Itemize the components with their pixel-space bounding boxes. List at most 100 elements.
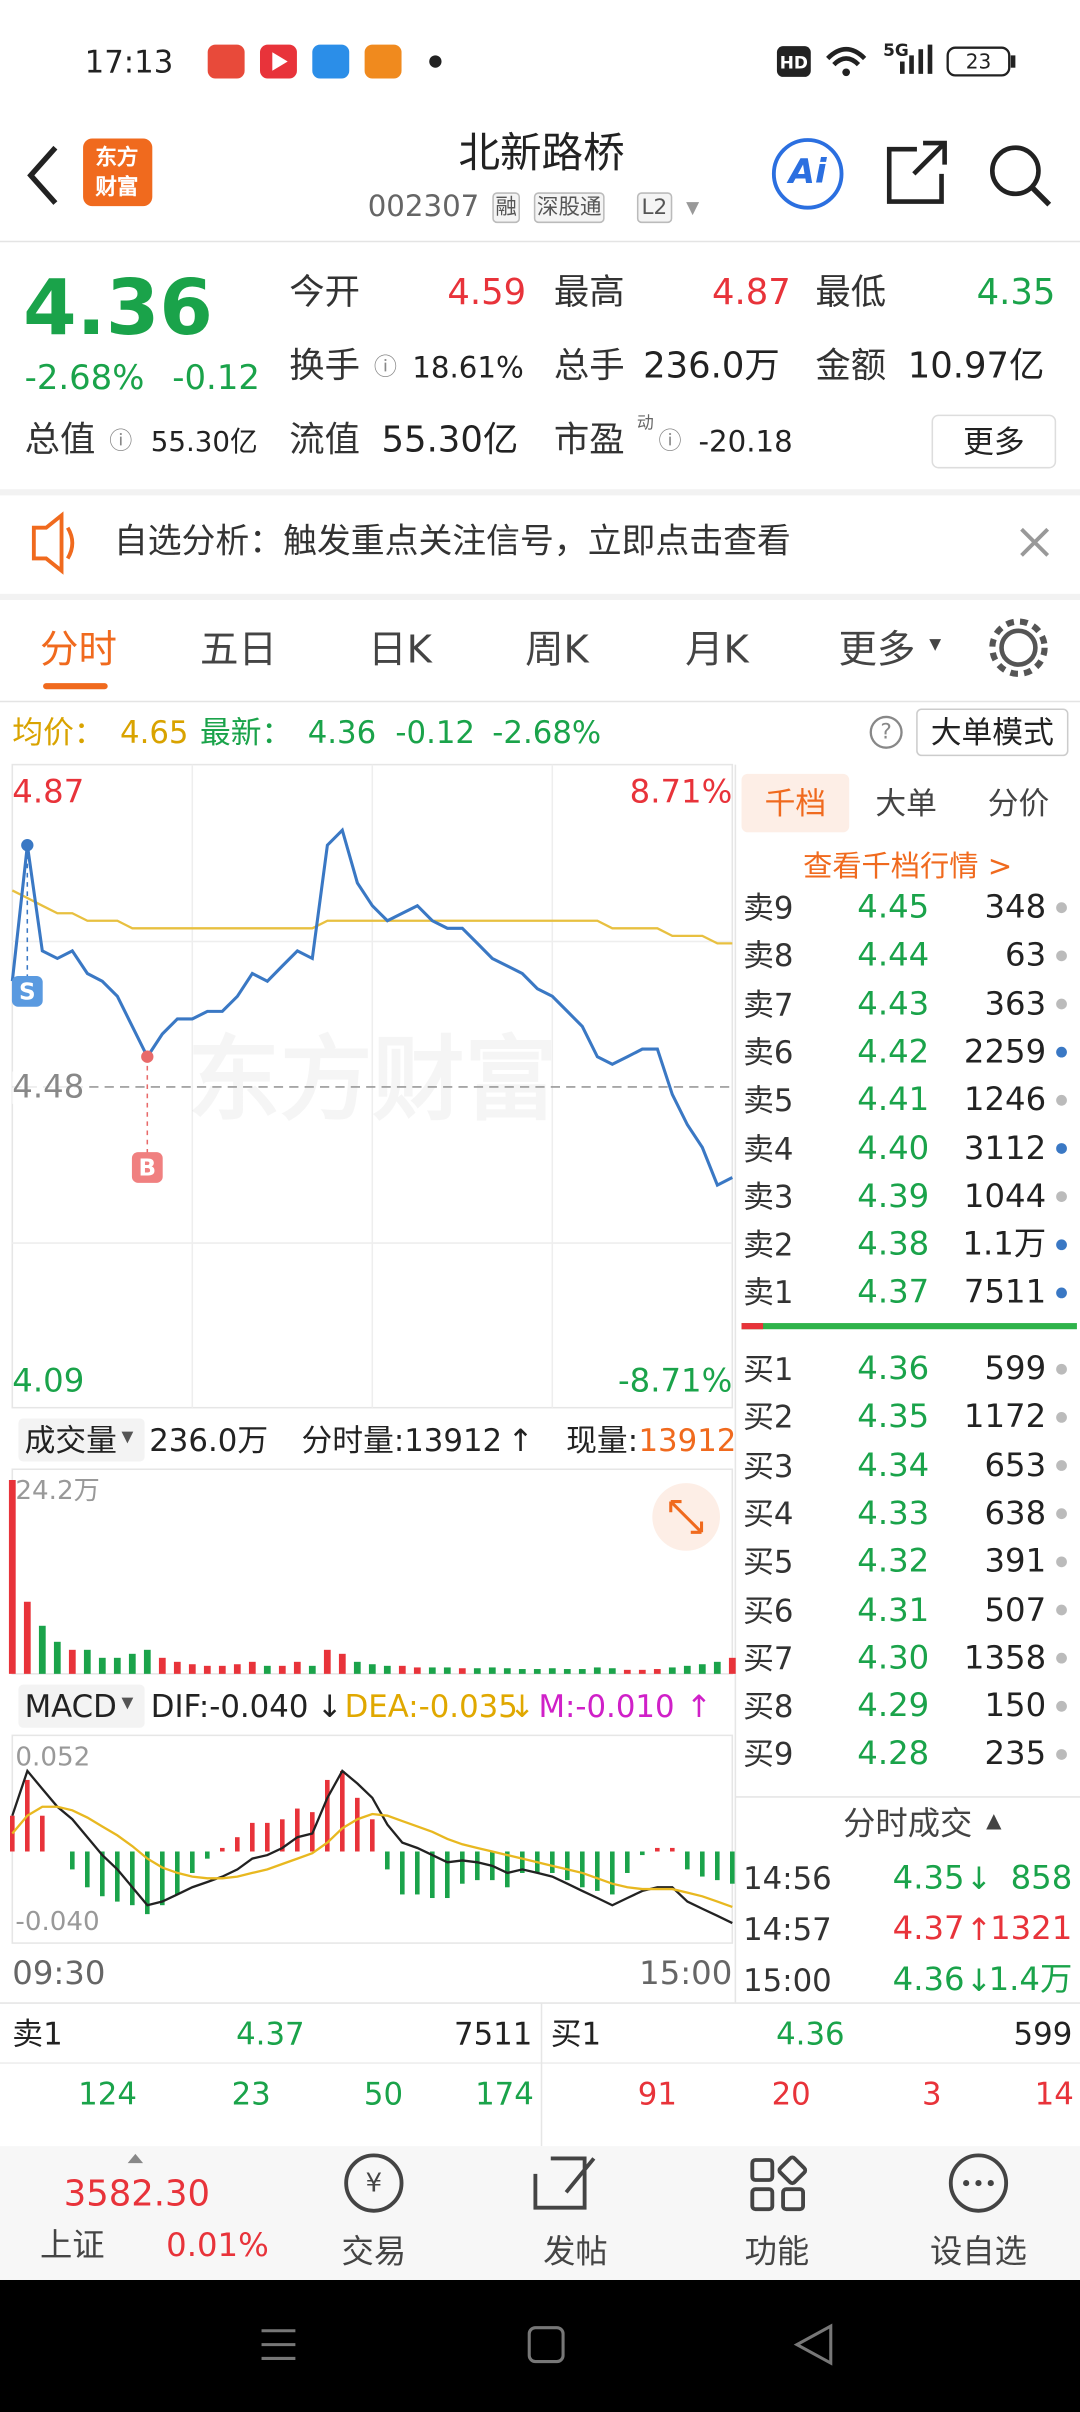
active-tab <box>741 773 850 833</box>
field-value: 4.35 <box>976 273 1056 314</box>
book-level: 买2 <box>743 1398 794 1436</box>
book-level: 卖3 <box>743 1178 794 1216</box>
volume-bar <box>593 1667 601 1674</box>
field-value: 55.30亿 <box>381 420 519 461</box>
volume-bar <box>578 1669 586 1674</box>
field-value: 18.61% <box>412 351 524 386</box>
menu-key[interactable] <box>261 2329 296 2360</box>
tab[interactable]: 日K <box>368 626 432 672</box>
status-dot <box>429 55 442 68</box>
function-icon[interactable] <box>750 2158 775 2182</box>
trade-dir: ↓ <box>966 1961 992 1999</box>
wifi-icon <box>842 68 850 77</box>
time-label: 09:30 <box>12 1954 106 1992</box>
post-icon[interactable] <box>533 2156 596 2210</box>
search-icon[interactable] <box>989 145 1041 197</box>
bid-volume: 599 <box>1013 2015 1073 2053</box>
trades-title: 分时成交 <box>843 1805 973 1843</box>
volume-bar <box>428 1667 436 1674</box>
watch-icon[interactable] <box>948 2153 1009 2213</box>
ask-label: 卖1 <box>12 2015 63 2053</box>
mode-button[interactable] <box>916 708 1069 757</box>
field-value: 10.97亿 <box>907 346 1045 387</box>
help-icon[interactable] <box>869 715 903 749</box>
book-price: 4.34 <box>857 1446 930 1484</box>
macd-bar <box>579 1851 585 1888</box>
more-button[interactable] <box>931 414 1057 469</box>
tab[interactable]: 月K <box>685 626 749 672</box>
back-icon[interactable] <box>27 145 58 205</box>
info-icon[interactable]: ⓘ <box>109 426 133 455</box>
watch-icon <box>987 2179 994 2187</box>
nav-item[interactable]: 功能 <box>744 2233 810 2270</box>
volume-bar <box>188 1664 196 1674</box>
tab[interactable]: 五日 <box>199 626 277 672</box>
book-level: 卖6 <box>743 1033 794 1071</box>
tab[interactable]: 分时 <box>39 626 117 672</box>
tab[interactable]: 周K <box>525 626 589 672</box>
back-key[interactable] <box>793 2323 833 2366</box>
arrow-icon: ↑ <box>686 1687 712 1725</box>
book-dot <box>1056 1604 1067 1616</box>
volume-bar <box>653 1669 661 1674</box>
volume-bar <box>698 1664 706 1674</box>
macd-bar <box>639 1851 645 1856</box>
book-tab[interactable]: 大单 <box>875 784 937 822</box>
book-price: 4.41 <box>857 1081 930 1118</box>
macd-bar <box>9 1815 15 1852</box>
volume-bar <box>398 1665 406 1674</box>
bid-label: 买1 <box>550 2015 602 2053</box>
macd-bar <box>339 1770 345 1852</box>
ai-button[interactable] <box>771 138 844 210</box>
book-divider <box>741 1323 1077 1330</box>
book-price: 4.44 <box>857 936 930 974</box>
watermark: 东方财富 <box>188 1026 557 1134</box>
field-value: 236.0万 <box>643 346 780 387</box>
share-icon[interactable] <box>886 140 947 204</box>
macd-bar <box>429 1851 435 1899</box>
info-icon[interactable]: ⓘ <box>373 353 397 381</box>
book-link[interactable]: 查看千档行情 > <box>803 849 1013 884</box>
trade-icon[interactable] <box>344 2153 404 2213</box>
ask-detail: 50 <box>363 2075 404 2113</box>
volume-tick-label: 24.2万 <box>15 1476 100 1507</box>
book-volume: 599 <box>984 1349 1047 1387</box>
trade-time: 14:56 <box>743 1859 832 1897</box>
help-label: ? <box>880 719 892 745</box>
info-icon[interactable]: ⓘ <box>658 426 682 455</box>
book-level: 买6 <box>743 1591 794 1629</box>
mode-label: 大单模式 <box>930 713 1054 751</box>
book-volume: 3112 <box>963 1129 1047 1167</box>
macd-bar <box>279 1819 285 1852</box>
book-price: 4.36 <box>857 1349 930 1387</box>
marker-badge <box>131 1152 163 1183</box>
trade-price: 4.35 <box>892 1859 965 1897</box>
close-icon[interactable] <box>1020 527 1050 557</box>
home-key[interactable] <box>527 2326 565 2364</box>
change: -0.12 <box>172 359 260 399</box>
volume-frame <box>11 1468 734 1675</box>
ai-label: Ai <box>788 153 827 193</box>
settings-icon[interactable] <box>999 628 1038 667</box>
nav-item[interactable]: 设自选 <box>929 2233 1027 2270</box>
notice-text[interactable]: 自选分析：触发重点关注信号，立即点击查看 <box>113 523 791 562</box>
macd-bar <box>519 1851 525 1873</box>
field-label: 总手 <box>553 346 625 387</box>
macd-selector[interactable] <box>18 1684 145 1728</box>
book-level: 买7 <box>743 1639 794 1677</box>
book-level: 卖9 <box>743 889 794 927</box>
book-tab[interactable]: 千档 <box>764 784 827 822</box>
sort-icon[interactable]: ▲ <box>986 1809 1002 1834</box>
book-tab[interactable]: 分价 <box>987 784 1050 822</box>
book-volume: 507 <box>984 1590 1047 1628</box>
index-value[interactable]: 3582.30 <box>63 2174 211 2215</box>
app-icon <box>207 44 245 79</box>
nav-item[interactable]: 发帖 <box>543 2233 608 2270</box>
tab[interactable]: 更多 <box>838 626 916 672</box>
nav-item[interactable]: 交易 <box>341 2233 407 2270</box>
volume-selector[interactable] <box>18 1418 145 1462</box>
ask-detail: 124 <box>78 2075 137 2113</box>
latest-value: 4.36 <box>307 713 377 751</box>
book-volume: 2259 <box>963 1032 1047 1070</box>
dropdown-icon[interactable]: ▼ <box>686 197 700 218</box>
